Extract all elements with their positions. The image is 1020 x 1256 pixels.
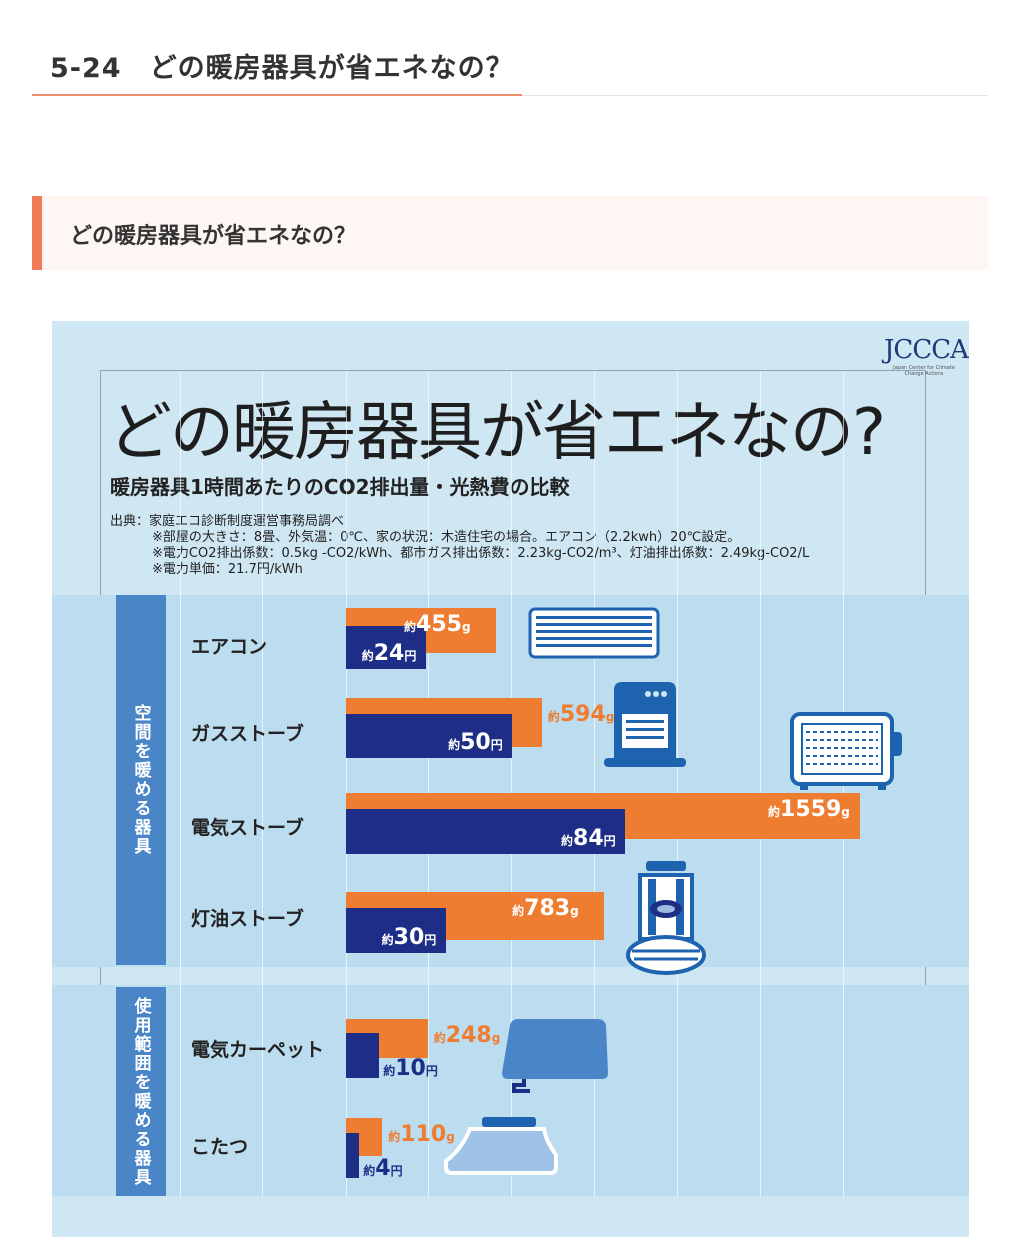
value-number: 594 [559, 702, 606, 727]
cost-bar [346, 714, 513, 758]
approx-prefix: 約 [433, 1031, 446, 1045]
source-note: 出典：家庭エコ診断制度運営事務局調べ [110, 514, 345, 529]
co2-value-label: 約455g [404, 614, 471, 636]
appliance-label: 電気カーペット [191, 1039, 325, 1061]
value-unit: g [841, 805, 850, 819]
gridline [677, 371, 678, 1196]
category-area-heaters: 使用範囲を暖める器具 [116, 987, 166, 1196]
cost-bar [346, 809, 625, 854]
section-heading-box: どの暖房器具が省エネなの？ [32, 196, 988, 270]
appliance-label: 灯油ストーブ [191, 908, 304, 930]
condition-note: ※部屋の大きさ：8畳、外気温：0℃、家の状況：木造住宅の場合。エアコン（2.2k… [152, 530, 741, 545]
gridline [594, 371, 595, 1196]
jccca-logo: JCCCA Japan Center for Climate Change Ac… [884, 335, 969, 377]
approx-prefix: 約 [512, 904, 525, 918]
approx-prefix: 約 [361, 649, 374, 663]
value-unit: g [570, 904, 579, 918]
emission-factor-note: ※電力CO2排出係数：0.5kg -CO2/kWh、都市ガス排出係数：2.23k… [152, 546, 810, 561]
value-unit: 円 [425, 1064, 438, 1078]
co2-value-label: 約783g [512, 898, 579, 920]
appliance-label: ガスストーブ [191, 723, 304, 745]
value-unit: 円 [424, 933, 437, 947]
gridline [760, 371, 761, 1196]
approx-prefix: 約 [547, 710, 560, 724]
gas-stove-icon [604, 682, 686, 767]
value-unit: g [491, 1031, 501, 1045]
value-number: 50 [460, 730, 491, 755]
air-conditioner-icon [528, 607, 660, 659]
approx-prefix: 約 [404, 620, 417, 634]
value-number: 1559 [780, 797, 842, 822]
logo-subtext: Japan Center for Climate Change Actions [893, 365, 955, 377]
value-unit: g [446, 1130, 455, 1144]
title-divider-accent [32, 94, 522, 96]
value-number: 783 [524, 896, 571, 921]
cost-bar [346, 908, 446, 953]
chart-subtitle: 暖房器具1時間あたりのCO2排出量・光熱費の比較 [110, 475, 570, 499]
infographic-title: どの暖房器具が省エネなの? [108, 396, 886, 470]
section-heading: どの暖房器具が省エネなの？ [70, 224, 357, 249]
electricity-price-note: ※電力単価：21.7円/kWh [152, 562, 303, 577]
value-unit: g [461, 620, 471, 634]
kerosene-stove-icon [626, 861, 706, 975]
cost-value-label: 約10円 [383, 1058, 438, 1080]
electric-stove-icon [790, 712, 902, 790]
appliance-label: こたつ [191, 1136, 249, 1158]
gridline [428, 371, 429, 1196]
gridline [346, 371, 347, 1196]
cost-value-label: 約4円 [363, 1158, 402, 1180]
electric-carpet-icon [502, 1019, 608, 1093]
cost-value-label: 約84円 [561, 828, 616, 850]
approx-prefix: 約 [768, 805, 781, 819]
value-number: 30 [393, 925, 425, 950]
value-number: 24 [373, 641, 405, 666]
value-number: 10 [395, 1056, 426, 1081]
appliance-label: エアコン [191, 636, 268, 658]
approx-prefix: 約 [383, 1064, 396, 1078]
cost-bar [346, 626, 426, 669]
value-number: 455 [416, 612, 462, 637]
value-unit: 円 [390, 1164, 403, 1178]
gridline [511, 371, 512, 1196]
infographic: JCCCA Japan Center for Climate Change Ac… [52, 321, 969, 1237]
approx-prefix: 約 [448, 738, 461, 752]
appliance-label: 電気ストーブ [191, 817, 304, 839]
co2-value-label: 約1559g [768, 799, 850, 821]
cost-bar [346, 1033, 380, 1078]
page-title: 5-24 どの暖房器具が省エネなの？ [50, 53, 514, 84]
cost-bar [346, 1133, 360, 1178]
value-unit: g [605, 710, 615, 724]
gridline [262, 371, 263, 1196]
kotatsu-icon [444, 1117, 558, 1175]
gridline [180, 371, 181, 1196]
value-number: 84 [573, 826, 604, 851]
value-unit: 円 [603, 834, 616, 848]
co2-value-label: 約110g [388, 1124, 455, 1146]
co2-value-label: 約248g [434, 1025, 501, 1047]
value-number: 4 [375, 1156, 391, 1181]
value-unit: 円 [404, 649, 417, 663]
approx-prefix: 約 [381, 933, 394, 947]
value-number: 110 [400, 1122, 447, 1147]
section-accent-bar [32, 196, 42, 270]
cost-value-label: 約24円 [362, 643, 417, 665]
cost-value-label: 約30円 [382, 927, 437, 949]
cost-value-label: 約50円 [448, 732, 503, 754]
value-unit: 円 [490, 738, 503, 752]
logo-text: JCCCA [884, 335, 969, 365]
category-space-heaters: 空間を暖める器具 [116, 595, 166, 965]
value-number: 248 [445, 1023, 492, 1048]
co2-value-label: 約594g [548, 704, 615, 726]
approx-prefix: 約 [363, 1164, 376, 1178]
approx-prefix: 約 [388, 1130, 401, 1144]
approx-prefix: 約 [561, 834, 574, 848]
